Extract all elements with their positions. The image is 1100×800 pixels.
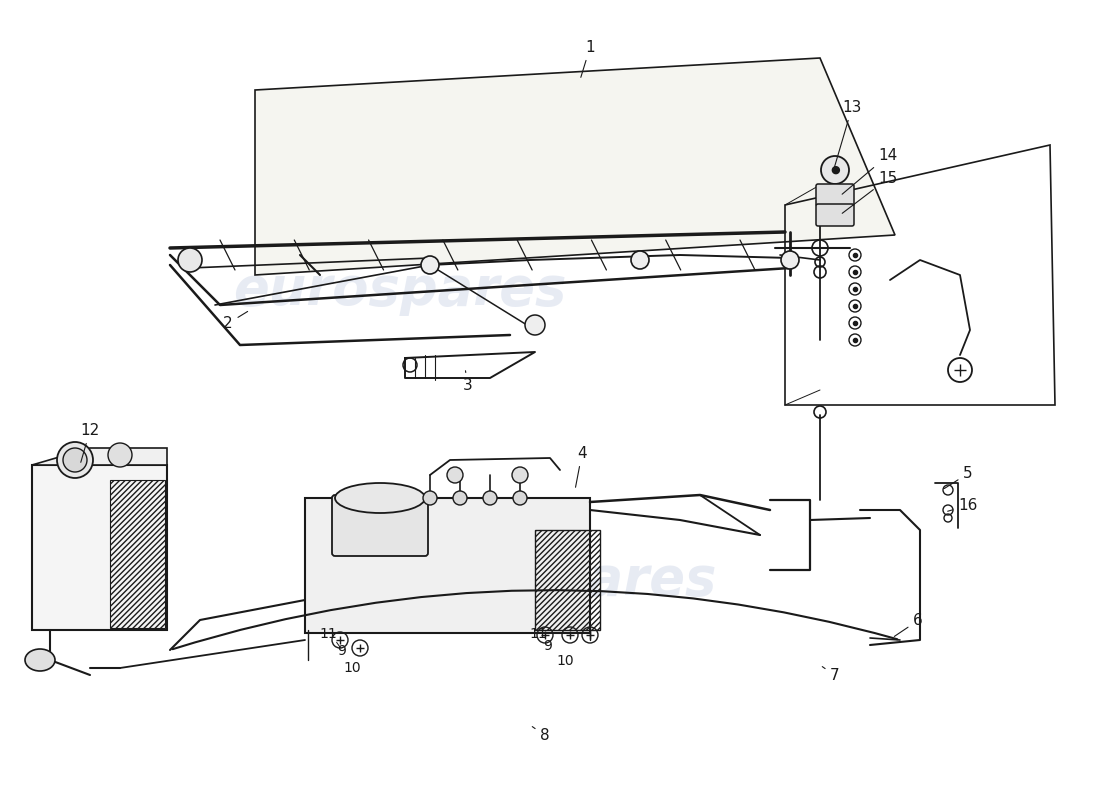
Text: 11: 11	[529, 627, 547, 641]
Text: 16: 16	[948, 498, 978, 513]
Circle shape	[483, 491, 497, 505]
FancyBboxPatch shape	[332, 495, 428, 556]
Circle shape	[447, 467, 463, 483]
Polygon shape	[255, 58, 895, 275]
Text: 10: 10	[343, 661, 361, 675]
Text: 9: 9	[543, 639, 552, 653]
Polygon shape	[32, 448, 167, 465]
Circle shape	[512, 467, 528, 483]
Circle shape	[513, 491, 527, 505]
Text: 3: 3	[463, 370, 473, 393]
Text: 5: 5	[944, 466, 972, 489]
Circle shape	[421, 256, 439, 274]
Text: 8: 8	[532, 726, 550, 743]
Text: ●: ●	[830, 165, 840, 175]
Ellipse shape	[25, 649, 55, 671]
Text: eurospares: eurospares	[233, 264, 566, 316]
Text: 6: 6	[894, 613, 923, 637]
Text: 1: 1	[581, 40, 595, 78]
Text: 11: 11	[319, 627, 337, 641]
Circle shape	[631, 251, 649, 269]
Circle shape	[424, 491, 437, 505]
Text: 10: 10	[557, 654, 574, 668]
Text: 2: 2	[223, 311, 248, 331]
Ellipse shape	[336, 483, 425, 513]
Text: 4: 4	[575, 446, 586, 487]
Text: 15: 15	[843, 171, 898, 214]
Circle shape	[57, 442, 94, 478]
Circle shape	[108, 443, 132, 467]
FancyBboxPatch shape	[32, 465, 167, 630]
Circle shape	[178, 248, 202, 272]
Circle shape	[453, 491, 468, 505]
Circle shape	[63, 448, 87, 472]
Text: 12: 12	[80, 423, 100, 462]
FancyBboxPatch shape	[305, 498, 590, 633]
Circle shape	[821, 156, 849, 184]
Circle shape	[781, 251, 799, 269]
Text: eurospares: eurospares	[383, 554, 717, 606]
Text: 9: 9	[338, 644, 346, 658]
Text: 13: 13	[834, 100, 861, 170]
FancyBboxPatch shape	[816, 204, 854, 226]
FancyBboxPatch shape	[816, 184, 854, 206]
Text: 7: 7	[823, 666, 839, 683]
Text: 14: 14	[843, 148, 898, 194]
Circle shape	[525, 315, 544, 335]
